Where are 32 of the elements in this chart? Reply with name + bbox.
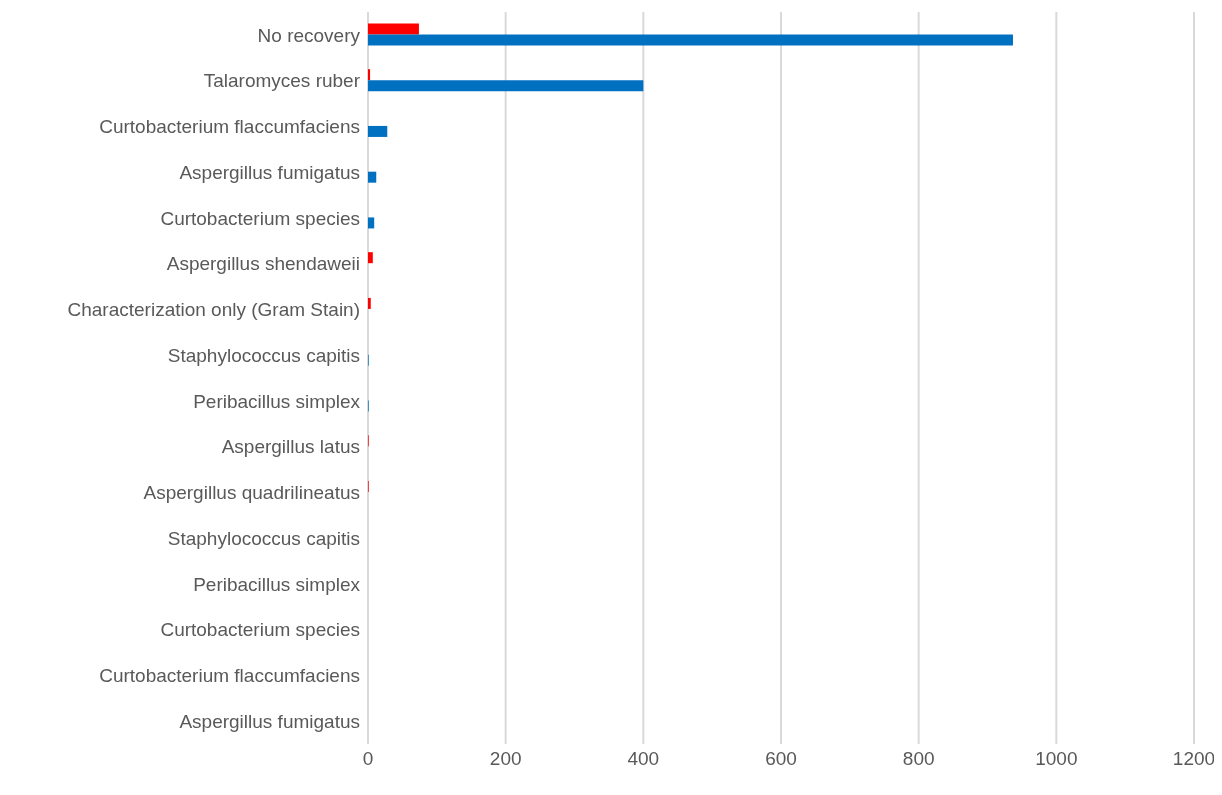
y-tick-label: Aspergillus fumigatus [179,710,360,732]
bar [368,297,371,309]
bar [368,34,1013,46]
x-tick-label: 800 [902,748,935,770]
bar [368,23,419,35]
y-tick-label: Aspergillus latus [221,436,360,458]
y-tick-label: Talaromyces ruber [203,70,361,92]
y-tick-label: Peribacillus simplex [193,573,361,595]
y-tick-label: Curtobacterium flaccumfaciens [99,665,360,687]
x-tick-label: 0 [362,748,374,770]
y-tick-label: Curtobacterium species [160,207,360,229]
y-tick-label: Aspergillus shendaweii [166,253,360,275]
y-tick-label: Aspergillus fumigatus [179,161,360,183]
y-tick-label: Characterization only (Gram Stain) [67,299,360,321]
x-tick-label: 1200 [1172,748,1216,770]
y-tick-label: Staphylococcus capitis [167,344,360,366]
bar [368,252,373,264]
x-tick-label: 400 [627,748,660,770]
y-tick-label: Curtobacterium flaccumfaciens [99,116,360,138]
bar [368,69,371,81]
bar [368,80,644,92]
bar [368,125,388,137]
bar [368,217,375,229]
bar [368,171,377,183]
x-tick-label: 1000 [1035,748,1078,770]
x-tick-label: 200 [489,748,522,770]
y-tick-label: Aspergillus quadrilineatus [143,482,360,504]
y-tick-label: Peribacillus simplex [193,390,361,412]
y-tick-label: No recovery [257,24,361,46]
y-tick-label: Curtobacterium species [160,619,360,641]
y-tick-label: Staphylococcus capitis [167,527,360,549]
x-tick-label: 600 [765,748,797,770]
